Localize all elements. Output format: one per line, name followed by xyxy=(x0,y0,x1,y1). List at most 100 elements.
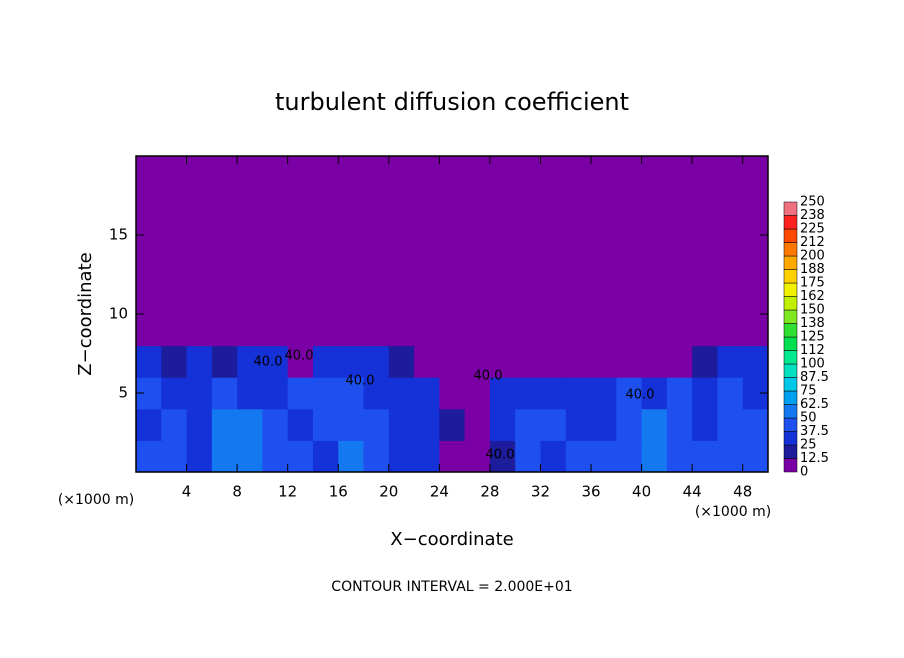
colorbar-swatch xyxy=(783,390,798,405)
colorbar-swatch xyxy=(783,363,798,378)
heat-cell xyxy=(414,440,440,473)
heat-cell xyxy=(136,250,162,283)
heat-cell xyxy=(717,440,744,473)
heat-cell xyxy=(717,408,744,441)
heat-cell xyxy=(591,345,617,378)
heat-cell xyxy=(591,314,617,347)
colorbar-label: 100 xyxy=(800,357,825,372)
heat-cell xyxy=(439,156,466,189)
heat-cell xyxy=(540,345,567,378)
heat-cell xyxy=(692,440,718,473)
heat-cell xyxy=(666,345,693,378)
heat-cell xyxy=(136,156,162,189)
heat-cell xyxy=(641,219,668,252)
heat-cell xyxy=(211,408,238,441)
heat-cell xyxy=(338,282,365,315)
heat-cell xyxy=(388,440,415,473)
colorbar-label: 212 xyxy=(800,235,825,250)
heat-cell xyxy=(414,408,440,441)
heat-cell xyxy=(515,219,541,252)
heat-cell xyxy=(515,187,541,220)
heat-cell xyxy=(211,377,238,410)
heat-cell xyxy=(388,282,415,315)
heat-cell xyxy=(591,440,617,473)
heat-cell xyxy=(287,345,314,378)
heat-cell xyxy=(591,250,617,283)
colorbar-label: 37.5 xyxy=(800,424,829,439)
heat-cell xyxy=(186,440,213,473)
colorbar-swatch xyxy=(783,350,798,365)
colorbar-swatch xyxy=(783,296,798,311)
heat-cell xyxy=(565,345,592,378)
heat-cell xyxy=(186,345,213,378)
heat-cell xyxy=(237,377,263,410)
colorbar-label: 62.5 xyxy=(800,397,829,412)
heat-cell xyxy=(666,156,693,189)
heat-cell xyxy=(237,282,263,315)
heat-cell xyxy=(211,314,238,347)
contour-label: 40.0 xyxy=(346,374,375,389)
heat-cell xyxy=(464,250,491,283)
heat-cell xyxy=(262,377,289,410)
heat-cell xyxy=(742,282,769,315)
heat-cell xyxy=(439,219,466,252)
heat-cell xyxy=(237,408,263,441)
heat-cell xyxy=(312,282,339,315)
colorbar-swatch xyxy=(783,336,798,351)
heat-cell xyxy=(666,408,693,441)
heat-cell xyxy=(489,282,516,315)
x-tick-label: 20 xyxy=(379,483,398,501)
heat-cell xyxy=(489,377,516,410)
heat-cell xyxy=(312,187,339,220)
heat-cell xyxy=(414,377,440,410)
heat-cell xyxy=(616,219,643,252)
heat-cell xyxy=(388,219,415,252)
heat-cell xyxy=(489,440,516,473)
heat-cell xyxy=(692,250,718,283)
colorbar-label: 12.5 xyxy=(800,451,829,466)
heat-cell xyxy=(312,440,339,473)
heat-cell xyxy=(414,314,440,347)
heat-cell xyxy=(237,440,263,473)
y-axis-label: Z−coordinate xyxy=(75,252,96,375)
heat-cell xyxy=(464,187,491,220)
colorbar-label: 50 xyxy=(800,411,817,426)
heat-cell xyxy=(186,282,213,315)
x-tick-label: 12 xyxy=(278,483,297,501)
colorbar-label: 150 xyxy=(800,303,825,318)
heat-cell xyxy=(591,219,617,252)
heat-cell xyxy=(136,408,162,441)
heat-cell xyxy=(237,250,263,283)
heat-cell xyxy=(363,282,390,315)
colorbar-label: 162 xyxy=(800,289,825,304)
heat-cell xyxy=(388,250,415,283)
heat-cell xyxy=(540,187,567,220)
heat-cell xyxy=(515,282,541,315)
heat-cell xyxy=(742,408,769,441)
heat-cell xyxy=(287,250,314,283)
heat-cell xyxy=(262,156,289,189)
heat-cell xyxy=(565,440,592,473)
footer: CONTOUR INTERVAL = 2.000E+01 xyxy=(331,579,572,595)
heat-cell xyxy=(262,282,289,315)
heat-cell xyxy=(211,156,238,189)
heat-cell xyxy=(363,440,390,473)
heat-cell xyxy=(186,408,213,441)
heat-cell xyxy=(641,345,668,378)
colorbar-label: 25 xyxy=(800,438,817,453)
heat-cell xyxy=(666,282,693,315)
heat-cell xyxy=(742,345,769,378)
colorbar-swatch xyxy=(783,228,798,243)
heat-cell xyxy=(717,345,744,378)
heat-cell xyxy=(161,314,188,347)
heat-cell xyxy=(388,156,415,189)
heat-cell xyxy=(186,219,213,252)
heat-cell xyxy=(666,187,693,220)
heat-cell xyxy=(161,250,188,283)
contour-label: 40.0 xyxy=(626,388,655,403)
heat-cell xyxy=(262,314,289,347)
heat-cell xyxy=(692,187,718,220)
heat-cell xyxy=(211,219,238,252)
heat-cell xyxy=(414,187,440,220)
